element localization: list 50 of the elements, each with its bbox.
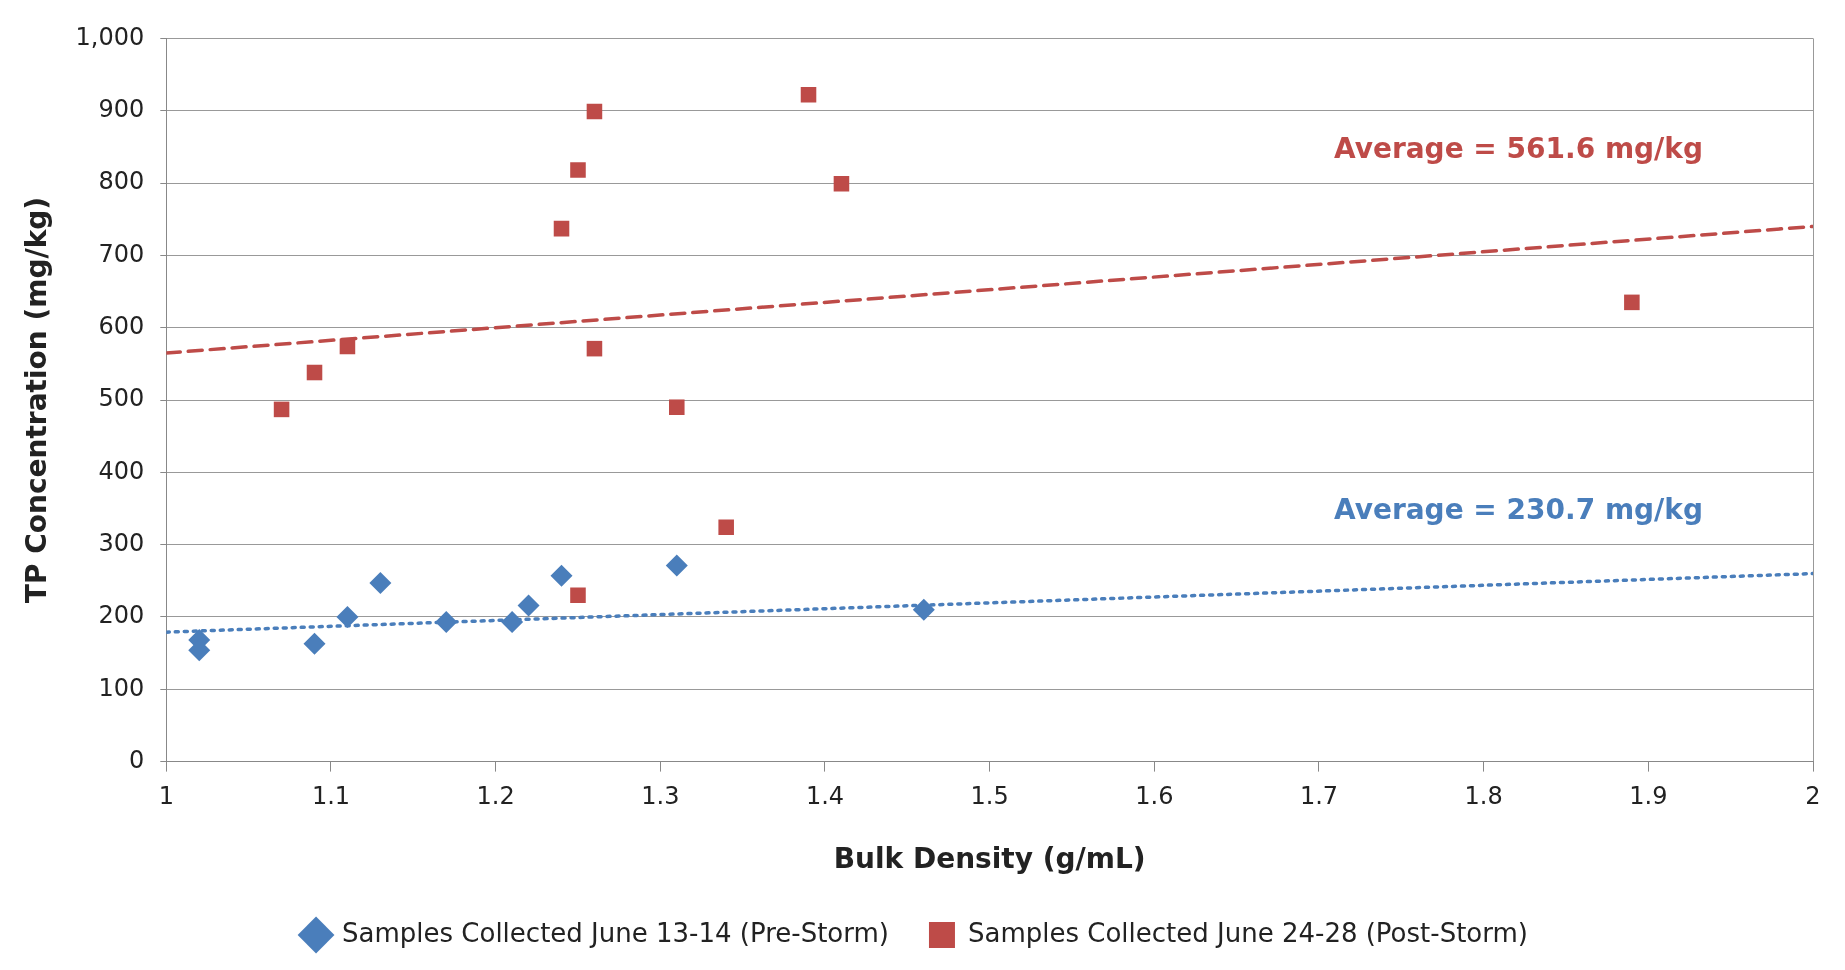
- point: [339, 338, 356, 355]
- point: [517, 594, 540, 617]
- point: [550, 564, 573, 587]
- point: [570, 162, 586, 178]
- point: [800, 87, 817, 103]
- y-tick-label: 1,000: [75, 22, 145, 51]
- point: [501, 611, 524, 634]
- point: [273, 401, 290, 418]
- y-tick-label: 500: [98, 384, 145, 413]
- y-tick-label: 600: [98, 311, 145, 340]
- point: [303, 632, 326, 655]
- x-tick-label: 1: [158, 782, 174, 811]
- y-axis-title: TP Concentration (mg/kg): [20, 196, 54, 604]
- point: [1624, 294, 1640, 311]
- point: [435, 611, 458, 634]
- point: [336, 605, 359, 628]
- x-tick-label: 1.2: [476, 782, 515, 811]
- x-axis-title: Bulk Density (g/mL): [833, 842, 1146, 876]
- legend-label: Samples Collected June 24-28 (Post-Storm): [967, 917, 1528, 948]
- x-tick-label: 1.7: [1299, 782, 1339, 811]
- x-tick-label: 1.5: [970, 782, 1009, 811]
- point: [586, 103, 603, 120]
- annotation: Average = 561.6 mg/kg: [1333, 131, 1703, 165]
- point: [912, 598, 935, 621]
- point: [553, 220, 570, 237]
- y-tick-label: 900: [98, 94, 145, 123]
- y-tick-label: 0: [129, 745, 145, 774]
- y-tick-label: 300: [98, 528, 145, 557]
- point: [669, 399, 685, 416]
- point: [833, 175, 850, 192]
- y-tick-label: 800: [98, 167, 145, 196]
- x-tick-label: 2: [1805, 782, 1821, 811]
- y-tick-label: 400: [98, 456, 145, 485]
- y-tick-label: 200: [98, 601, 145, 630]
- x-tick-label: 1.9: [1629, 782, 1668, 811]
- x-tick-label: 1.1: [311, 782, 351, 811]
- x-tick-label: 1.8: [1464, 782, 1503, 811]
- legend-label: Samples Collected June 13-14 (Pre-Storm): [342, 917, 889, 948]
- point: [369, 571, 392, 594]
- point: [570, 587, 586, 604]
- y-tick-label: 100: [98, 673, 145, 702]
- point: [586, 340, 603, 357]
- y-tick-label: 700: [98, 239, 145, 268]
- point: [718, 519, 734, 536]
- x-tick-label: 1.4: [805, 782, 845, 811]
- x-tick-label: 1.6: [1135, 782, 1174, 811]
- point: [306, 364, 323, 381]
- x-tick-label: 1.3: [641, 782, 680, 811]
- point: [665, 554, 688, 577]
- annotation: Average = 230.7 mg/kg: [1333, 493, 1703, 527]
